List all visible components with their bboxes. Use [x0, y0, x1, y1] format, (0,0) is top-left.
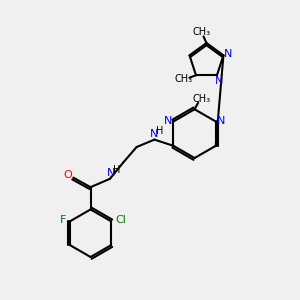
- Text: N: N: [215, 76, 224, 85]
- Text: CH₃: CH₃: [193, 27, 211, 37]
- Text: N: N: [150, 129, 158, 139]
- Text: N: N: [107, 169, 115, 178]
- Text: H: H: [113, 165, 120, 175]
- Text: CH₃: CH₃: [174, 74, 193, 84]
- Text: H: H: [155, 126, 163, 136]
- Text: Cl: Cl: [115, 215, 126, 225]
- Text: O: O: [64, 170, 72, 180]
- Text: CH₃: CH₃: [192, 94, 210, 104]
- Text: N: N: [164, 116, 172, 126]
- Text: N: N: [217, 116, 225, 126]
- Text: N: N: [224, 49, 232, 59]
- Text: F: F: [60, 215, 67, 225]
